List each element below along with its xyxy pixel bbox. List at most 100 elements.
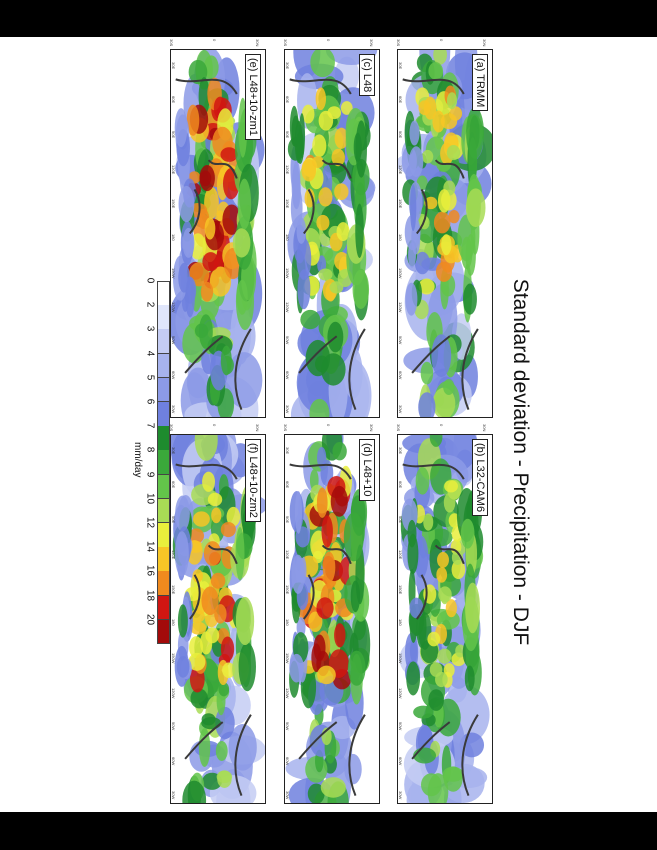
precip-blob-core [190,621,207,635]
lon-tick-label: 60E [398,481,403,489]
map-panel-b: (b) L32-CAM6 30E 60E 90E 120E 150E 180 150W 120W… [397,434,493,804]
precip-blob-stormtrack [235,596,255,646]
precip-blob-core [437,648,452,664]
precip-blob-core [316,214,330,231]
precip-blob-mid [309,398,330,417]
lon-tick-label: 150W [398,653,403,664]
colorbar-segment [157,523,170,548]
lat-tick-label: 30N [369,424,374,432]
precip-blob-core [214,604,227,624]
precip-blob-core [451,559,466,580]
precip-blob-core [318,187,333,207]
panel-label: (d) L48+10 [359,439,375,501]
precip-blob-mid [190,688,208,709]
colorbar [157,281,170,645]
precip-blob-stormtrack [406,661,421,696]
precip-blob-core [222,204,242,235]
precip-blob-mid [332,442,347,461]
precip-blob-core [192,511,210,527]
precip-blob-stormtrack [409,120,420,146]
precip-blob-core [318,268,333,281]
precip-blob-stormtrack [296,217,307,244]
precip-blob-stormtrack [238,642,256,692]
lon-tick-label: 60W [171,370,176,379]
colorbar-segment [157,281,170,306]
precip-blob-mid [317,446,327,469]
precip-blob-stormtrack [466,107,484,159]
panel-label: (e) L48+10-zm1 [245,54,261,140]
lon-tick-label: 90W [398,722,403,731]
precip-blob-core [445,599,457,618]
lon-tick-label: 60E [398,96,403,104]
figure-page: Standard deviation - Precipitation - DJF… [0,37,657,812]
lon-tick-label: 60E [285,481,290,489]
lon-tick-label: 30E [285,447,290,455]
precip-blob-stormtrack [296,130,304,164]
precip-blob-core [226,506,241,527]
lon-tick-label: 90E [171,515,176,523]
precip-blob-stormtrack [409,597,424,619]
precip-blob-core [312,134,327,158]
lat-tick-label: 0 [439,424,444,427]
precip-blob-core [209,266,232,297]
precip-blob-stormtrack [235,527,245,581]
map-panel-d: (d) L48+10 30E 60E 90E 120E 150E 180 150W 120W 90… [284,434,380,804]
lon-tick-label: 120W [285,302,290,313]
precip-blob-stormtrack [174,531,189,577]
precip-blob-core [189,636,204,659]
lon-tick-label: 90W [285,722,290,731]
precip-blob-core [336,222,350,242]
colorbar-segment [157,329,170,355]
lon-tick-label: 60W [285,756,290,765]
precip-blob-core [220,521,236,538]
lon-tick-label: 90E [171,130,176,138]
precip-blob-core [188,528,205,544]
precip-blob-stormtrack [237,178,252,230]
colorbar-tick-label: 5 [144,374,156,381]
colorbar-segment [157,547,170,572]
colorbar-tick-label: 18 [144,589,156,601]
precip-blob-stormtrack [178,185,195,223]
colorbar-tick-label: 8 [144,447,156,453]
precip-blob-stormtrack [182,227,195,258]
lon-tick-label: 120E [285,550,290,560]
colorbar-tick-label: 6 [144,398,156,405]
precip-blob-mid [215,740,228,761]
precip-blob-mid [432,387,456,417]
precip-blob-stormtrack [347,650,366,686]
precip-blob-mid [433,50,448,65]
precip-blob-core [448,210,460,224]
lat-tick-label: 0 [439,39,444,42]
precip-blob-core [301,104,315,124]
coastline [175,463,252,797]
precip-blob-core [432,110,445,133]
lon-tick-label: 90E [398,130,403,138]
precip-blob-mid [413,705,434,719]
precip-blob-core [200,631,213,655]
colorbar-segment [157,595,170,621]
lat-tick-label: 30N [482,424,487,432]
precip-blob-core [334,127,349,149]
precip-blob-core [321,515,333,548]
precip-blob-light [344,753,362,785]
precip-field [287,50,378,417]
precip-blob-mid [429,435,443,447]
precip-blob-light [234,314,256,359]
precip-blob-stormtrack [408,146,424,177]
lon-tick-label: 180 [398,619,403,626]
precip-blob-core [435,261,453,282]
precip-blob-stormtrack [355,203,364,258]
precip-blob-core [437,189,451,213]
lat-tick-label: 30N [369,39,374,47]
map-panel-a: (a) TRMM 30E 60E 90E 120E 150E 180 150W 120W 90W 6… [397,49,493,418]
lon-tick-label: 90W [171,722,176,731]
precip-blob-core [436,567,448,583]
lon-tick-label: 120W [398,302,403,313]
precip-blob-mid [415,467,430,495]
lon-tick-label: 150W [285,267,290,279]
colorbar-segment [157,619,170,645]
lon-tick-label: 120E [398,550,403,560]
coastline [175,78,252,411]
lon-tick-label: 90W [398,336,403,345]
precip-blob-mid [431,334,452,378]
